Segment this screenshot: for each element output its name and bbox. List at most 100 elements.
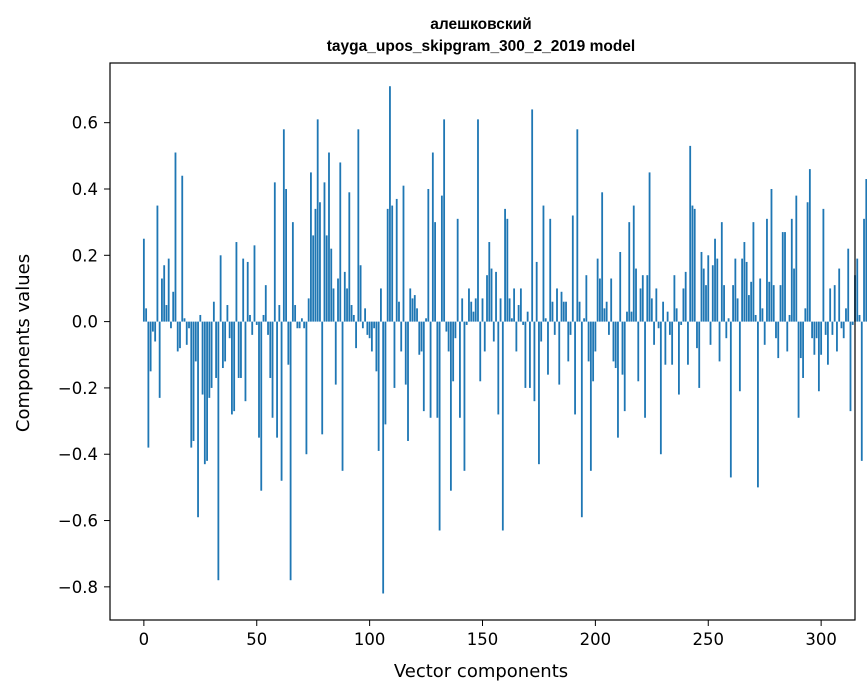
bar-component-190 bbox=[571, 215, 574, 322]
bar-component-39 bbox=[231, 321, 233, 415]
bar-component-191 bbox=[574, 321, 576, 415]
bar-component-34 bbox=[219, 255, 222, 322]
bar-component-307 bbox=[836, 321, 838, 352]
bar-component-83 bbox=[330, 248, 333, 322]
bar-component-286 bbox=[788, 314, 791, 322]
bar-component-171 bbox=[529, 321, 531, 388]
bar-component-159 bbox=[501, 321, 504, 531]
bar-component-128 bbox=[431, 152, 434, 322]
bar-component-195 bbox=[583, 318, 585, 322]
y-tick-label: −0.4 bbox=[58, 445, 98, 464]
bar-component-291 bbox=[799, 321, 802, 359]
bar-component-217 bbox=[632, 205, 635, 322]
bar-component-211 bbox=[619, 251, 622, 322]
bar-component-96 bbox=[359, 265, 362, 322]
bar-component-219 bbox=[637, 321, 640, 382]
bar-component-203 bbox=[601, 192, 604, 322]
bar-component-160 bbox=[504, 208, 506, 322]
bar-component-168 bbox=[522, 321, 525, 325]
bar-component-157 bbox=[497, 321, 500, 415]
bar-component-18 bbox=[183, 318, 186, 322]
bar-component-114 bbox=[400, 321, 403, 352]
bar-component-22 bbox=[192, 321, 195, 441]
bar-component-90 bbox=[346, 288, 348, 322]
bar-component-99 bbox=[366, 321, 369, 335]
bar-component-42 bbox=[237, 321, 240, 378]
bar-component-93 bbox=[352, 314, 355, 322]
bar-component-208 bbox=[612, 321, 615, 362]
bar-component-103 bbox=[375, 321, 378, 372]
y-tick-label: −0.8 bbox=[58, 578, 98, 597]
bar-component-2 bbox=[147, 321, 150, 448]
bar-component-117 bbox=[407, 321, 409, 441]
bar-component-188 bbox=[567, 321, 570, 362]
bar-component-177 bbox=[542, 205, 545, 322]
bar-component-141 bbox=[461, 298, 464, 322]
bar-component-102 bbox=[373, 321, 376, 329]
bar-component-135 bbox=[447, 321, 450, 352]
bar-component-63 bbox=[285, 188, 287, 322]
bar-component-66 bbox=[291, 222, 294, 322]
y-axis-label: Components values bbox=[13, 254, 34, 432]
bar-component-95 bbox=[357, 129, 360, 322]
bar-component-82 bbox=[328, 152, 330, 322]
bar-component-0 bbox=[142, 238, 145, 322]
bar-component-176 bbox=[540, 321, 543, 342]
bar-component-75 bbox=[312, 235, 315, 322]
bar-component-316 bbox=[856, 258, 859, 322]
bar-component-111 bbox=[393, 321, 396, 388]
bar-component-209 bbox=[614, 321, 617, 369]
bar-component-293 bbox=[804, 308, 807, 322]
plot-area-frame bbox=[109, 62, 856, 621]
bar-component-285 bbox=[786, 321, 789, 352]
bar-component-132 bbox=[440, 195, 443, 322]
bar-component-169 bbox=[524, 321, 527, 388]
bar-component-19 bbox=[185, 321, 188, 345]
bar-component-270 bbox=[752, 222, 755, 322]
bar-component-101 bbox=[370, 321, 373, 352]
bar-component-283 bbox=[781, 232, 784, 322]
bar-component-302 bbox=[824, 321, 827, 335]
bar-component-214 bbox=[626, 311, 628, 322]
bar-component-246 bbox=[698, 321, 701, 388]
bar-component-41 bbox=[235, 242, 238, 322]
bar-component-108 bbox=[386, 208, 389, 322]
y-tick-label: 0.4 bbox=[72, 180, 98, 199]
bar-component-236 bbox=[675, 308, 678, 322]
bar-component-216 bbox=[630, 311, 633, 322]
bar-component-65 bbox=[289, 321, 292, 581]
bar-component-297 bbox=[813, 321, 816, 355]
bar-component-17 bbox=[181, 175, 184, 322]
bar-component-25 bbox=[199, 314, 202, 322]
bar-component-240 bbox=[684, 271, 687, 322]
bar-component-319 bbox=[863, 218, 865, 322]
bar-component-207 bbox=[610, 278, 613, 322]
bar-component-126 bbox=[427, 188, 430, 322]
bar-component-24 bbox=[197, 321, 199, 518]
bar-component-200 bbox=[594, 321, 597, 352]
bar-component-71 bbox=[303, 321, 306, 329]
bar-component-256 bbox=[720, 222, 723, 322]
bar-component-172 bbox=[531, 109, 534, 322]
bar-component-97 bbox=[361, 321, 364, 329]
bar-component-146 bbox=[472, 311, 475, 322]
bar-component-184 bbox=[558, 321, 561, 385]
bar-component-287 bbox=[790, 218, 793, 322]
bar-component-289 bbox=[795, 195, 798, 322]
bar-component-215 bbox=[628, 222, 631, 322]
x-tick-label: 200 bbox=[580, 630, 612, 649]
bar-component-272 bbox=[757, 321, 759, 488]
y-tick-label: 0.2 bbox=[72, 246, 98, 265]
bar-component-26 bbox=[201, 321, 204, 395]
bar-component-194 bbox=[580, 321, 583, 518]
bar-component-37 bbox=[226, 305, 229, 322]
y-tick-label: 0.6 bbox=[72, 114, 98, 133]
bar-component-193 bbox=[578, 301, 581, 322]
bar-component-294 bbox=[806, 202, 809, 322]
bar-component-260 bbox=[729, 321, 732, 478]
bar-component-131 bbox=[438, 321, 441, 531]
bar-component-15 bbox=[176, 321, 179, 352]
bar-component-310 bbox=[842, 321, 845, 339]
bar-component-127 bbox=[429, 321, 432, 418]
